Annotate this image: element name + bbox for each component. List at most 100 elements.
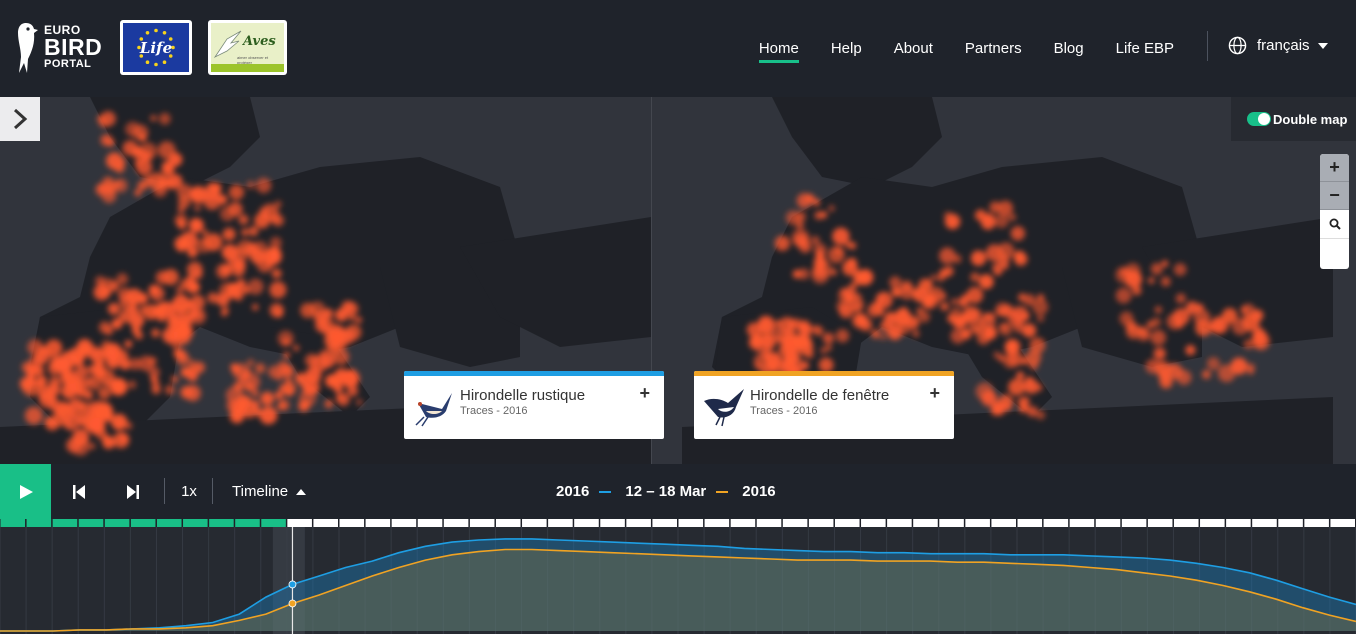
series-area — [0, 549, 1356, 631]
week-tick[interactable] — [287, 519, 312, 527]
nav-item-about[interactable]: About — [893, 40, 933, 57]
legend-year-left: 2016 — [556, 483, 590, 500]
species-card-right[interactable]: Hirondelle de fenêtre Traces - 2016 + — [694, 371, 954, 439]
week-tick[interactable] — [52, 519, 78, 527]
life-badge[interactable]: Life — [120, 20, 192, 75]
week-tick[interactable] — [339, 519, 365, 527]
series-point — [288, 580, 297, 589]
week-tick[interactable] — [782, 519, 808, 527]
week-tick[interactable] — [469, 519, 495, 527]
week-tick[interactable] — [834, 519, 860, 527]
skip-back-icon — [73, 484, 85, 499]
nav-item-home[interactable]: Home — [758, 0, 799, 97]
species-card-left[interactable]: Hirondelle rustique Traces - 2016 + — [404, 371, 664, 439]
language-selector[interactable]: français — [1228, 36, 1328, 55]
week-tick[interactable] — [391, 519, 417, 527]
week-tick[interactable] — [1252, 519, 1277, 527]
week-tick[interactable] — [808, 519, 834, 527]
week-tick[interactable] — [1330, 519, 1355, 527]
speed-button[interactable]: 1x — [181, 483, 197, 500]
week-tick[interactable] — [600, 519, 625, 527]
week-tick[interactable] — [991, 519, 1016, 527]
week-tick[interactable] — [887, 519, 912, 527]
week-tick[interactable] — [678, 519, 704, 527]
week-tick[interactable] — [1200, 519, 1225, 527]
week-tick[interactable] — [417, 519, 443, 527]
week-tick[interactable] — [626, 519, 651, 527]
week-tick[interactable] — [1147, 519, 1173, 527]
week-tick[interactable] — [652, 519, 677, 527]
zoom-in-button[interactable]: + — [1320, 154, 1349, 182]
add-species-button[interactable]: + — [929, 383, 940, 403]
map-left[interactable] — [0, 97, 651, 464]
legend-year-right: 2016 — [742, 483, 776, 500]
week-tick[interactable] — [704, 519, 730, 527]
week-tick[interactable] — [574, 519, 599, 527]
aves-badge-subtitle: aimer observer et protéger — [237, 55, 269, 65]
legend-line-left — [599, 490, 612, 493]
week-tick[interactable] — [78, 519, 104, 527]
week-tick[interactable] — [209, 519, 234, 527]
week-tick[interactable] — [965, 519, 990, 527]
week-tick[interactable] — [1304, 519, 1329, 527]
double-map-toggle[interactable]: Double map — [1231, 97, 1356, 141]
week-tick[interactable] — [313, 519, 338, 527]
nav-item-life-ebp[interactable]: Life EBP — [1115, 40, 1174, 57]
week-tick[interactable] — [939, 519, 964, 527]
logo-line2: BIRD — [44, 34, 103, 60]
current-week: 12 – 18 Mar — [625, 483, 707, 500]
magnifier-icon — [1329, 218, 1341, 230]
week-tick[interactable] — [365, 519, 391, 527]
week-scrubber[interactable] — [0, 519, 1356, 527]
bird-logo-icon — [18, 23, 38, 73]
globe-icon — [1228, 36, 1247, 55]
week-tick[interactable] — [1095, 519, 1121, 527]
week-tick[interactable] — [1173, 519, 1199, 527]
play-icon — [19, 484, 33, 499]
eu-stars-icon — [137, 28, 175, 67]
week-tick[interactable] — [156, 519, 182, 527]
week-tick[interactable] — [1017, 519, 1043, 527]
sidebar-toggle-button[interactable] — [0, 97, 40, 141]
week-tick[interactable] — [522, 519, 547, 527]
play-button[interactable] — [0, 464, 51, 519]
nav-item-partners[interactable]: Partners — [964, 40, 1022, 57]
add-species-button[interactable]: + — [639, 383, 650, 403]
week-tick[interactable] — [443, 519, 469, 527]
timeline-chart[interactable] — [0, 527, 1356, 634]
chevron-up-icon — [296, 488, 307, 495]
week-tick[interactable] — [548, 519, 573, 527]
header: EURO BIRD PORTAL Life Aves aimer observe… — [0, 0, 1356, 97]
eurobirdportal-logo[interactable]: EURO BIRD PORTAL — [14, 18, 106, 76]
week-tick[interactable] — [913, 519, 938, 527]
week-tick[interactable] — [0, 519, 26, 527]
nav-item-blog[interactable]: Blog — [1053, 40, 1084, 57]
nav-item-help[interactable]: Help — [830, 40, 862, 57]
aves-badge[interactable]: Aves aimer observer et protéger — [208, 20, 287, 75]
step-forward-button[interactable] — [118, 464, 148, 519]
week-tick[interactable] — [26, 519, 52, 527]
toggle-switch[interactable] — [1247, 112, 1271, 126]
week-tick[interactable] — [183, 519, 208, 527]
zoom-out-button[interactable]: − — [1320, 182, 1349, 210]
week-tick[interactable] — [1226, 519, 1251, 527]
week-tick[interactable] — [104, 519, 130, 527]
week-tick[interactable] — [235, 519, 260, 527]
week-tick[interactable] — [1121, 519, 1147, 527]
week-tick[interactable] — [756, 519, 782, 527]
step-back-button[interactable] — [64, 464, 94, 519]
week-tick[interactable] — [861, 519, 886, 527]
series-line — [0, 538, 1356, 632]
week-tick[interactable] — [1043, 519, 1069, 527]
week-tick[interactable] — [1278, 519, 1303, 527]
zoom-search-button[interactable] — [1320, 210, 1349, 239]
week-tick[interactable] — [130, 519, 156, 527]
week-tick[interactable] — [495, 519, 521, 527]
species-name: Hirondelle de fenêtre — [750, 387, 890, 404]
timeline-toggle[interactable]: Timeline — [232, 464, 307, 519]
week-tick[interactable] — [261, 519, 286, 527]
week-tick[interactable] — [1069, 519, 1095, 527]
species-subtitle: Traces - 2016 — [750, 405, 818, 417]
week-tick[interactable] — [730, 519, 756, 527]
chevron-right-icon — [13, 108, 28, 130]
